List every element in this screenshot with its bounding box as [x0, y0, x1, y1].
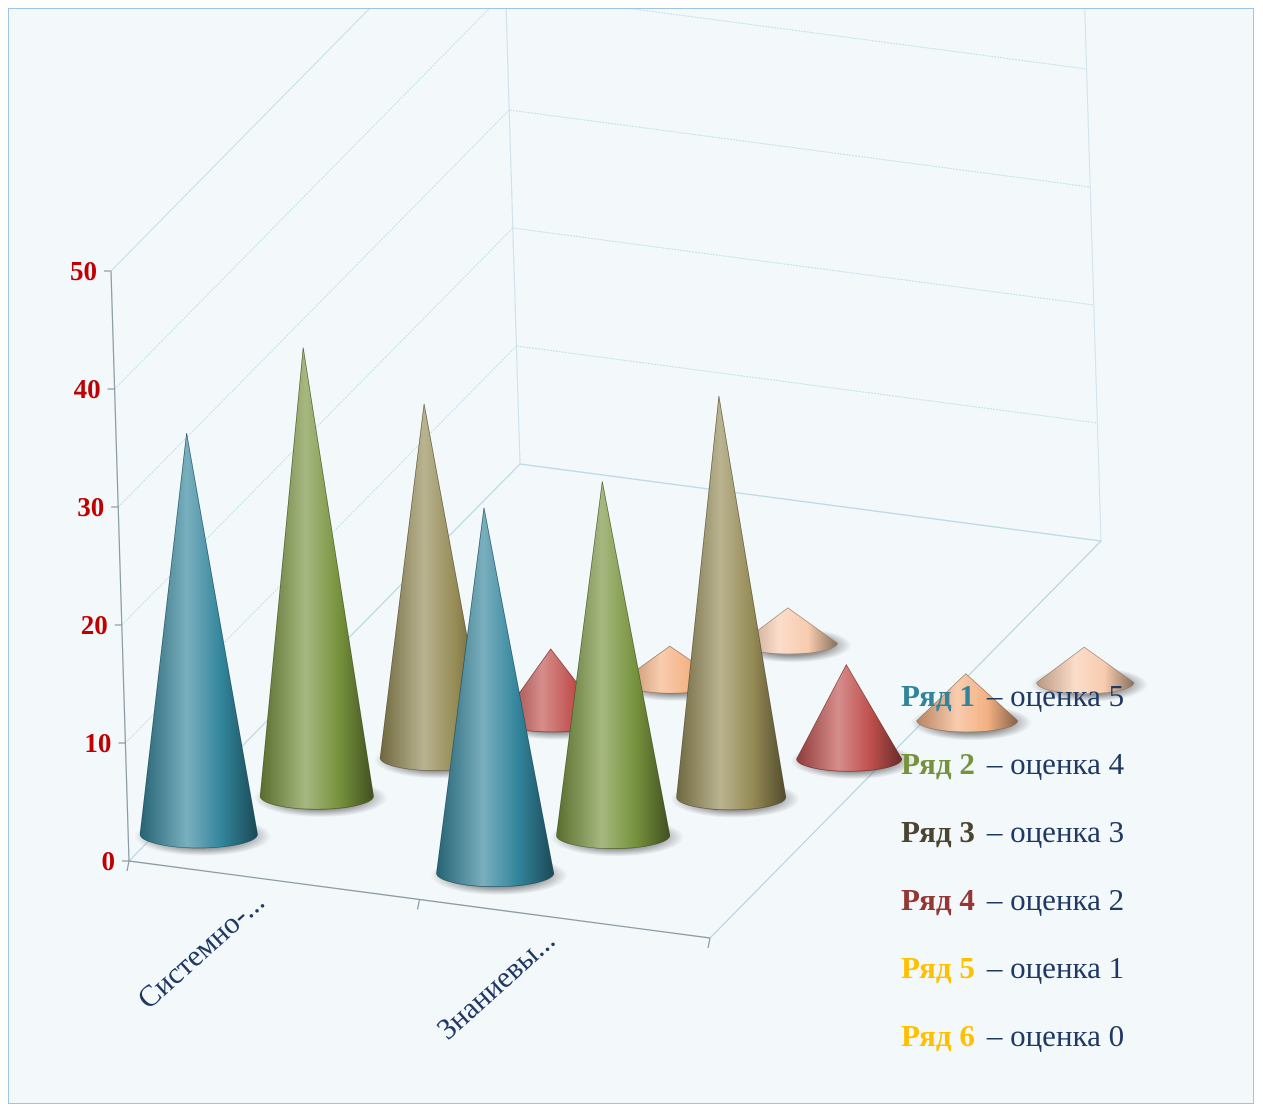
cone-mark — [254, 348, 387, 818]
y-tick-label: 50 — [70, 256, 97, 286]
chart-area: 0 10 20 30 40 50 Системно-... Знаниевы... Ряд … — [8, 8, 1254, 1104]
legend-series-name-3: Ряд 3 — [901, 814, 975, 849]
x-tick-label: Системно-... — [131, 885, 271, 1015]
legend-item-2: Ряд 2 – оценка 4 — [901, 742, 1241, 810]
y-tick-label: 20 — [81, 610, 108, 640]
legend-series-suffix-2: – оценка 4 — [987, 746, 1124, 781]
legend-series-name-2: Ряд 2 — [901, 746, 975, 781]
y-tick-label: 0 — [102, 846, 116, 876]
x-tick-mark — [708, 938, 710, 948]
cone-mark — [791, 665, 916, 780]
cone-mark — [671, 396, 800, 818]
legend-series-suffix-1: – оценка 5 — [987, 678, 1124, 713]
legend-item-6: Ряд 6 – оценка 0 — [901, 1014, 1241, 1082]
legend-series-suffix-3: – оценка 3 — [987, 814, 1124, 849]
legend-item-4: Ряд 4 – оценка 2 — [901, 878, 1241, 946]
x-tick-mark — [418, 900, 420, 910]
cone-mark — [134, 433, 271, 856]
y-tick-label: 30 — [77, 492, 104, 522]
y-tick-label: 10 — [84, 728, 111, 758]
legend-series-suffix-4: – оценка 2 — [987, 882, 1124, 917]
legend-series-name-6: Ряд 6 — [901, 1018, 975, 1053]
legend-series-name-1: Ряд 1 — [901, 678, 975, 713]
legend-series-name-5: Ряд 5 — [901, 950, 975, 985]
y-tick-label: 40 — [74, 374, 101, 404]
gridline — [115, 9, 1087, 389]
x-tick-mark — [127, 861, 129, 871]
legend-item-5: Ряд 5 – оценка 1 — [901, 946, 1241, 1014]
x-tick-label: Знаниевы... — [430, 923, 561, 1046]
legend-item-1: Ряд 1 – оценка 5 — [901, 674, 1241, 742]
legend-item-3: Ряд 3 – оценка 3 — [901, 810, 1241, 878]
legend-series-name-4: Ряд 4 — [901, 882, 975, 917]
back-wall — [502, 9, 1101, 541]
y-axis-line — [111, 271, 129, 861]
gridline — [118, 110, 1090, 507]
legend-series-suffix-5: – оценка 1 — [987, 950, 1124, 985]
legend-series-suffix-6: – оценка 0 — [987, 1018, 1124, 1053]
gridline — [111, 9, 1083, 271]
legend: Ряд 1 – оценка 5 Ряд 2 – оценка 4 Ряд 3 – о… — [901, 674, 1241, 1082]
